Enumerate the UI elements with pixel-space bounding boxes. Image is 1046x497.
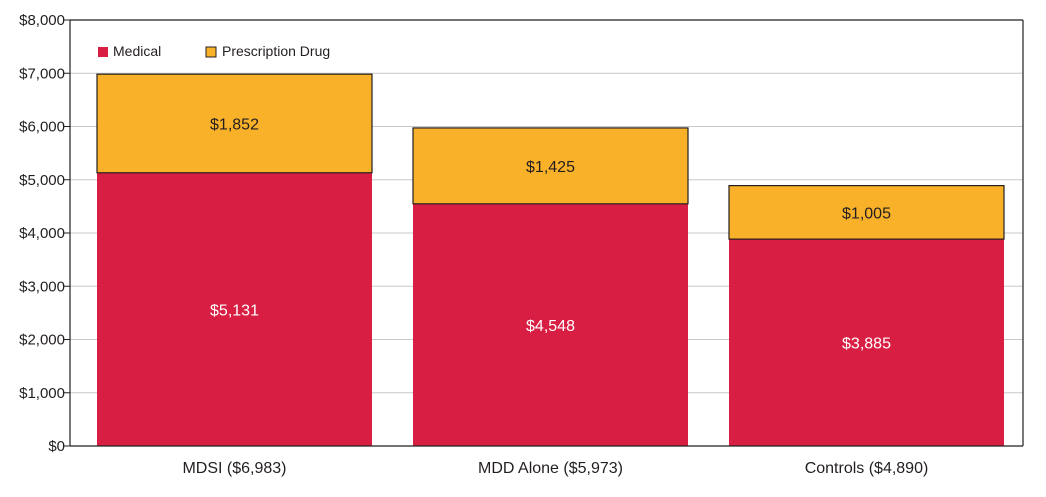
y-tick-label: $5,000: [19, 172, 65, 189]
y-tick-label: $2,000: [19, 332, 65, 349]
bar-segment-medical: [413, 203, 688, 446]
y-tick-label: $1,000: [19, 385, 65, 402]
x-category-label: Controls ($4,890): [805, 460, 929, 477]
legend-swatch-prescription-drug: [205, 46, 217, 58]
y-tick-label: $7,000: [19, 65, 65, 82]
x-category-label: MDD Alone ($5,973): [478, 460, 623, 477]
data-label: $3,885: [842, 336, 891, 353]
y-tick-label: $3,000: [19, 278, 65, 295]
bar-segment-prescription-drug: [96, 73, 373, 174]
y-tick-label: $4,000: [19, 225, 65, 242]
legend: Medical Prescription Drug: [98, 43, 330, 59]
legend-swatch-medical: [98, 47, 108, 57]
legend-label: Medical: [113, 43, 161, 59]
y-tick-label: $0: [48, 438, 65, 455]
data-label: $1,005: [842, 205, 891, 222]
bar-segment-prescription-drug: [728, 185, 1005, 240]
y-tick-label: $8,000: [19, 12, 65, 29]
bars: [96, 73, 1005, 447]
axes: $0 $1,000 $2,000 $3,000 $4,000 $5,000 $6,000 $7…: [19, 12, 1024, 477]
y-tick-label: $6,000: [19, 119, 65, 136]
data-label: $4,548: [526, 318, 575, 335]
bar-segment-prescription-drug: [412, 127, 689, 205]
bar-segment-medical: [97, 172, 372, 447]
data-labels: $5,131 $1,852 $4,548 $1,425 $3,885 $1,005: [210, 116, 891, 352]
data-label: $1,852: [210, 116, 259, 133]
bar-segment-medical: [729, 239, 1004, 446]
legend-label: Prescription Drug: [222, 43, 330, 59]
data-label: $5,131: [210, 302, 259, 319]
x-category-label: MDSI ($6,983): [182, 460, 286, 477]
data-label: $1,425: [526, 159, 575, 176]
